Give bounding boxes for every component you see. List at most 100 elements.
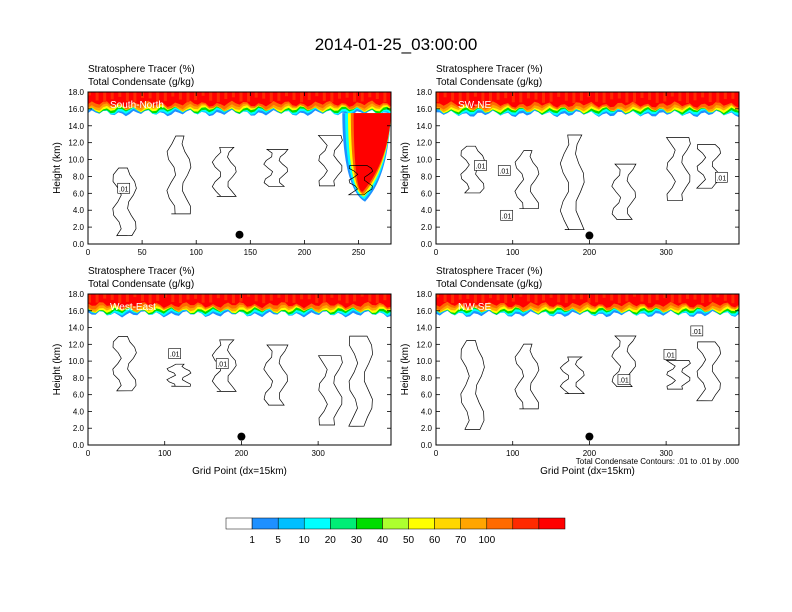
- plot-area: SW-NE 0.0 2.0 4.0 6.0 8.0 10.0 12.0 14.0 16.0 18.0…: [400, 88, 740, 257]
- contour-label: .01: [499, 169, 509, 176]
- tracer-streak: [587, 92, 591, 98]
- tracer-streak: [633, 92, 636, 103]
- x-tick-label: 0: [434, 449, 439, 458]
- colorbar-label: 50: [403, 535, 415, 546]
- tracer-band: [436, 92, 739, 108]
- tracer-streak: [701, 92, 705, 98]
- tracer-streak: [633, 294, 636, 297]
- tracer-streak: [640, 294, 644, 302]
- contour-label: .01: [502, 213, 512, 220]
- tracer-streak: [110, 294, 114, 300]
- contour-line: [665, 137, 691, 201]
- tracer-streak: [693, 294, 697, 300]
- tracer-streak: [519, 92, 523, 103]
- tracer-streak: [133, 294, 137, 298]
- tracer-streak: [277, 92, 281, 101]
- contour-line: [460, 340, 485, 430]
- colorbar-swatch: [277, 517, 305, 530]
- tracer-streak: [602, 92, 606, 103]
- tracer-streak: [285, 92, 288, 97]
- tracer-streak: [579, 294, 583, 300]
- contour-label: .01: [692, 329, 702, 336]
- tracer-streak: [269, 92, 273, 102]
- tracer-streak: [686, 92, 689, 103]
- tracer-streak: [285, 294, 288, 303]
- y-tick-label: 8.0: [421, 374, 433, 383]
- colorbar-label: 10: [299, 535, 311, 546]
- colorbar-swatch: [225, 517, 253, 530]
- x-tick-label: 50: [138, 248, 147, 257]
- tracer-streak: [557, 92, 561, 97]
- tracer-streak: [383, 92, 387, 103]
- colorbar-swatch: [251, 517, 279, 530]
- tracer-streak: [625, 294, 629, 302]
- contour-label: .01: [119, 186, 129, 193]
- panel-annotation: South-North: [110, 100, 164, 111]
- x-tick-label: 200: [298, 248, 312, 257]
- tracer-streak: [307, 92, 311, 100]
- y-tick-label: 2.0: [73, 223, 85, 232]
- location-marker: [585, 231, 594, 240]
- plot-frame: [435, 91, 740, 245]
- y-tick-label: 14.0: [68, 122, 84, 131]
- tracer-streak: [88, 294, 91, 303]
- tracer-streak: [708, 294, 712, 303]
- tracer-streak: [148, 92, 152, 99]
- contour-line: [112, 167, 137, 237]
- plot-background: [88, 92, 391, 244]
- plot-background: [88, 294, 391, 445]
- tracer-streak: [542, 294, 545, 301]
- tracer-streak: [534, 294, 538, 304]
- x-tick-label: 300: [659, 248, 673, 257]
- tracer-streak: [481, 92, 485, 102]
- contour-label-box: [500, 209, 513, 221]
- contour-line: [166, 363, 192, 387]
- tracer-streak: [163, 294, 167, 298]
- y-tick-label: 12.0: [68, 340, 84, 349]
- colorbar-swatch: [408, 517, 435, 530]
- contour-line: [317, 355, 343, 426]
- tracer-streak: [451, 294, 455, 303]
- tracer-streak: [103, 92, 107, 103]
- tracer-streak: [549, 294, 553, 298]
- x-tick-label: 0: [86, 248, 91, 257]
- y-axis-label: Height (km): [52, 344, 63, 396]
- x-axis-label: Grid Point (dx=15km): [192, 466, 287, 477]
- tracer-streak: [526, 294, 530, 302]
- x-tick-label: 0: [86, 449, 91, 458]
- tracer-streak: [701, 294, 705, 303]
- colorbar: 1 5 10 20 30 40 50 60 70 100: [225, 517, 566, 546]
- tracer-streak: [678, 294, 682, 303]
- contour-label: .01: [170, 352, 180, 359]
- tracer-streak: [443, 92, 447, 98]
- y-tick-label: 10.0: [68, 156, 84, 165]
- colorbar-swatch: [512, 517, 540, 530]
- tracer-streak: [489, 294, 492, 299]
- contour-label-box: [168, 348, 181, 359]
- colorbar-swatch: [303, 517, 331, 530]
- tracer-streak: [110, 92, 114, 100]
- tracer-streak: [178, 294, 182, 303]
- plot-background: [436, 294, 739, 445]
- tracer-streak: [178, 92, 182, 100]
- tracer-streak: [194, 294, 198, 299]
- tracer-streak: [216, 92, 220, 103]
- tracer-streak: [723, 294, 727, 301]
- y-tick-label: 6.0: [421, 391, 433, 400]
- plot-frame: [87, 91, 392, 245]
- tracer-streak: [345, 92, 349, 98]
- colorbar-label: 60: [429, 535, 441, 546]
- y-axis-label: Height (km): [400, 344, 411, 396]
- tracer-streak: [224, 294, 228, 301]
- tracer-streak: [171, 294, 175, 302]
- plot-frame: [435, 293, 740, 446]
- tracer-streak: [118, 294, 122, 304]
- tracer-streak: [466, 294, 470, 299]
- tracer-streak: [375, 92, 379, 99]
- y-tick-label: 16.0: [416, 307, 432, 316]
- colorbar-swatch: [330, 517, 357, 530]
- tracer-streak: [625, 92, 629, 103]
- y-tick-label: 8.0: [421, 172, 433, 181]
- tracer-streak: [322, 294, 326, 303]
- tracer-streak: [610, 294, 614, 301]
